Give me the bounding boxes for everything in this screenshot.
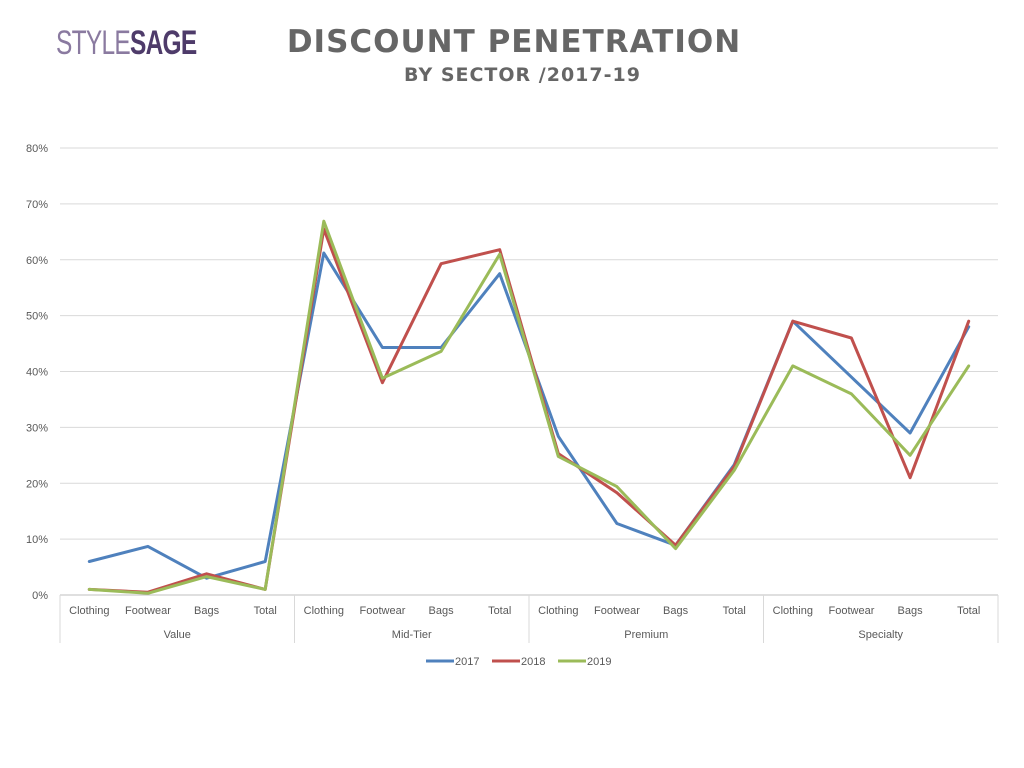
x-tick-label: Clothing <box>69 605 109 617</box>
y-tick-label: 80% <box>26 143 48 155</box>
y-tick-label: 50% <box>26 311 48 323</box>
x-tick-label: Total <box>957 605 980 617</box>
stylesage-logo: STYLESAGE <box>56 24 197 62</box>
x-tick-label: Footwear <box>594 605 640 617</box>
x-tick-label: Footwear <box>360 605 406 617</box>
x-tick-label: Footwear <box>829 605 875 617</box>
group-label: Premium <box>624 629 668 641</box>
x-tick-label: Bags <box>194 605 220 617</box>
series-line-2018 <box>87 227 971 594</box>
x-tick-label: Total <box>488 605 511 617</box>
y-tick-label: 10% <box>26 534 48 546</box>
legend-label: 2019 <box>587 656 611 668</box>
legend-label: 2017 <box>455 656 479 668</box>
group-label: Value <box>164 629 191 641</box>
x-tick-label: Clothing <box>304 605 344 617</box>
x-tick-label: Bags <box>429 605 455 617</box>
group-label: Mid-Tier <box>392 629 432 641</box>
page-title: DISCOUNT PENETRATION <box>286 24 742 60</box>
y-tick-label: 0% <box>32 590 48 602</box>
x-tick-label: Total <box>254 605 277 617</box>
y-tick-label: 70% <box>26 199 48 211</box>
page-subtitle: BY SECTOR /2017-19 <box>404 64 641 86</box>
x-tick-label: Bags <box>898 605 924 617</box>
legend-label: 2018 <box>521 656 545 668</box>
y-tick-label: 20% <box>26 478 48 490</box>
x-tick-label: Bags <box>663 605 689 617</box>
y-tick-label: 40% <box>26 367 48 379</box>
series-line-2019 <box>87 219 971 595</box>
x-tick-label: Clothing <box>773 605 813 617</box>
x-tick-label: Footwear <box>125 605 171 617</box>
group-label: Specialty <box>858 629 903 641</box>
x-tick-label: Total <box>723 605 746 617</box>
series-line-2017 <box>87 251 971 580</box>
y-tick-label: 60% <box>26 255 48 267</box>
y-tick-label: 30% <box>26 422 48 434</box>
x-tick-label: Clothing <box>538 605 578 617</box>
